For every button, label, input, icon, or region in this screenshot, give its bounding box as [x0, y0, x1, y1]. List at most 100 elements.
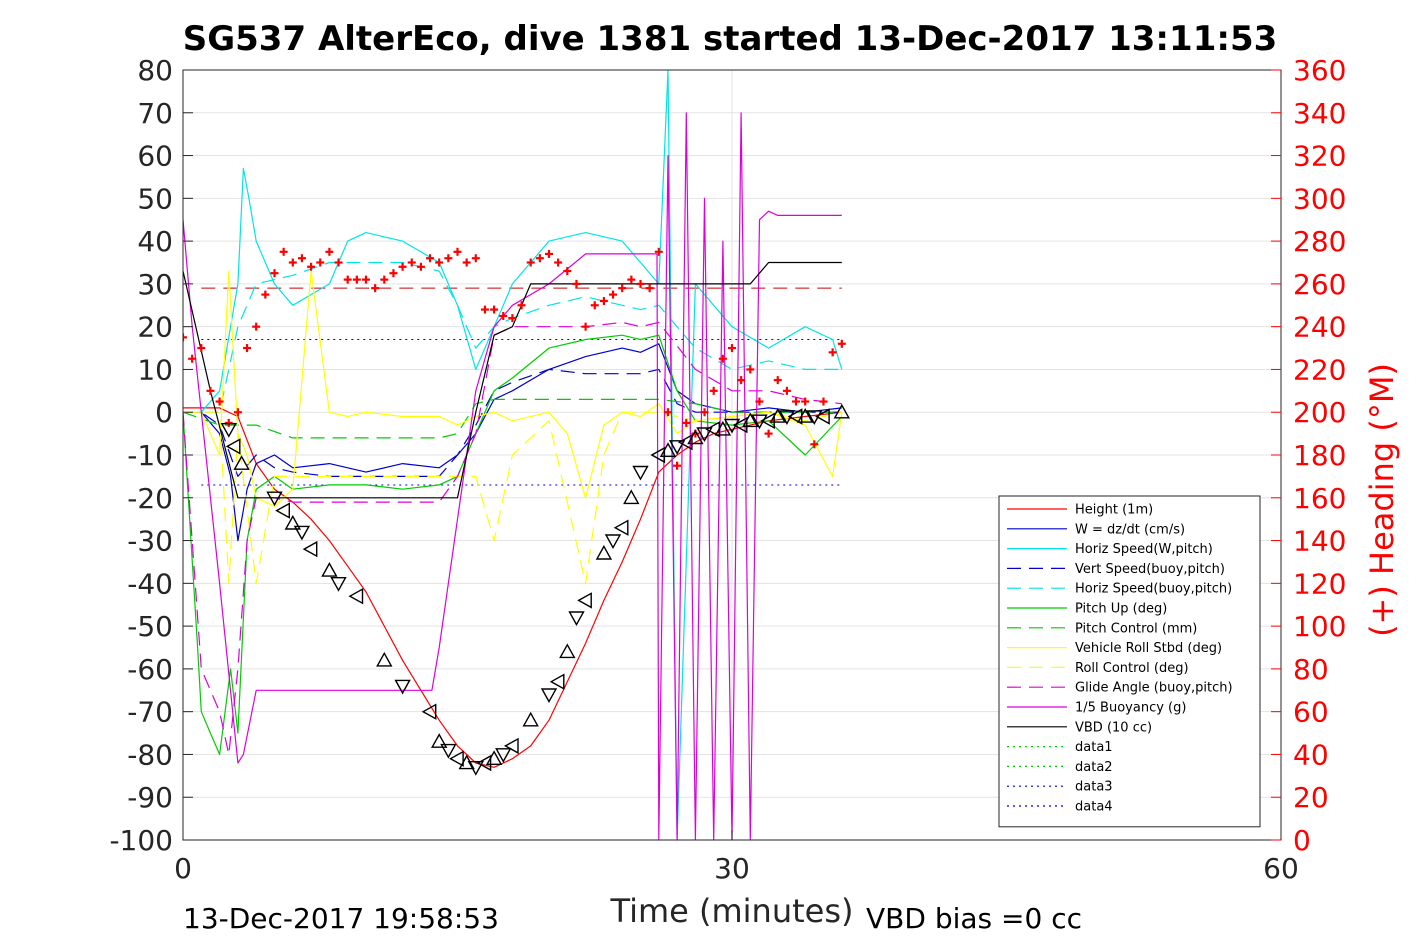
depth-marker	[568, 611, 585, 627]
y2-tick-label: 120	[1293, 567, 1346, 600]
legend: Height (1m) W = dz/dt (cm/s) Horiz Speed(W…	[998, 495, 1261, 828]
legend-label: Height (1m)	[1075, 503, 1153, 518]
depth-marker	[321, 562, 338, 577]
heading-point	[581, 322, 590, 331]
depth-marker	[559, 643, 576, 659]
depth-marker	[431, 733, 448, 748]
heading-point	[645, 284, 654, 293]
y2-tick-label: 100	[1293, 610, 1346, 643]
heading-point	[462, 258, 471, 267]
depth-marker	[613, 519, 629, 536]
depth-marker	[476, 754, 492, 772]
heading-point	[773, 376, 782, 385]
depth-markers	[220, 403, 850, 776]
depth-marker	[668, 440, 686, 455]
y-tick-label: -40	[127, 567, 173, 600]
depth-marker	[815, 408, 830, 425]
y-tick-label: -90	[127, 781, 173, 814]
heading-point	[828, 348, 837, 357]
series-line-6	[183, 398, 842, 439]
y2-tick-label: 240	[1293, 311, 1346, 344]
series-line-8	[183, 411, 842, 584]
y2-tick-label: 340	[1293, 97, 1346, 130]
depth-marker	[284, 514, 301, 530]
y-tick-label: 30	[137, 268, 173, 301]
heading-point	[416, 262, 425, 271]
heading-point	[252, 322, 261, 331]
y-tick-label: 60	[137, 140, 173, 173]
depth-marker	[275, 502, 290, 519]
legend-label: VBD (10 cc)	[1075, 720, 1152, 735]
heading-point	[837, 339, 846, 348]
heading-point	[755, 397, 764, 406]
legend-label: data3	[1075, 780, 1113, 795]
heading-point	[480, 305, 489, 314]
heading-point	[426, 254, 435, 263]
y2-tick-label: 80	[1293, 653, 1329, 686]
heading-point	[636, 279, 645, 288]
y-tick-label: 40	[137, 225, 173, 258]
y-tick-label: 80	[137, 54, 173, 87]
depth-marker	[233, 455, 250, 470]
legend-label: Horiz Speed(buoy,pitch)	[1075, 582, 1232, 597]
chart-title: SG537 AlterEco, dive 1381 started 13-Dec…	[183, 19, 1278, 59]
heading-point	[535, 254, 544, 263]
x-tick-label: 30	[714, 852, 750, 885]
y2-tick-label: 360	[1293, 54, 1346, 87]
y2-axis-label: (+) Heading (°M)	[1363, 363, 1401, 637]
heading-point	[288, 258, 297, 267]
depth-marker	[632, 465, 649, 481]
heading-point	[362, 275, 370, 284]
y2-tick-label: 300	[1293, 182, 1346, 215]
depth-marker	[797, 408, 814, 423]
y-tick-label: -60	[127, 653, 173, 686]
heading-point	[782, 386, 791, 395]
depth-marker	[659, 442, 677, 457]
depth-marker	[394, 679, 411, 695]
heading-point	[380, 275, 389, 284]
depth-marker	[833, 403, 850, 419]
heading-point	[279, 247, 288, 256]
heading-point	[188, 354, 197, 363]
heading-point	[224, 418, 233, 427]
heading-point	[499, 311, 508, 320]
heading-point	[490, 305, 499, 314]
depth-marker	[623, 489, 640, 505]
y2-tick-label: 20	[1293, 781, 1329, 814]
heading-point	[270, 269, 279, 278]
heading-point	[737, 376, 746, 385]
heading-point	[471, 254, 480, 263]
heading-point	[792, 397, 801, 406]
y2-tick-label: 200	[1293, 396, 1346, 429]
legend-box	[998, 495, 1261, 828]
heading-point	[801, 397, 810, 406]
heading-point	[682, 418, 691, 427]
depth-marker	[220, 423, 237, 438]
heading-point	[563, 267, 572, 276]
series-line-2	[183, 70, 843, 840]
heading-point	[709, 386, 718, 395]
y-tick-label: -10	[127, 439, 173, 472]
heading-point	[508, 314, 517, 323]
heading-point	[572, 279, 581, 288]
y2-tick-label: 320	[1293, 140, 1346, 173]
depth-marker	[376, 651, 393, 667]
legend-label: data4	[1075, 800, 1113, 815]
y2-tick-label: 40	[1293, 738, 1329, 771]
legend-label: 1/5 Buoyancy (g)	[1075, 701, 1186, 716]
x-tick-label: 60	[1263, 852, 1299, 885]
heading-point	[233, 408, 242, 417]
heading-point	[307, 262, 316, 271]
heading-point	[261, 290, 270, 299]
heading-point	[325, 247, 334, 256]
heading-point	[728, 344, 736, 353]
legend-label: Horiz Speed(W,pitch)	[1075, 542, 1213, 557]
heading-point	[599, 297, 608, 305]
series-line-10	[183, 112, 842, 840]
y2-tick-label: 160	[1293, 482, 1346, 515]
heading-point	[545, 249, 553, 258]
y-tick-label: -50	[127, 610, 173, 643]
heading-points	[183, 247, 846, 470]
y2-tick-label: 280	[1293, 225, 1346, 258]
y-axis-left: 80 70 60 50 40 30 20 10 0 -10 -20 -30 -40 -50 -60 -70 -8…	[109, 54, 193, 857]
